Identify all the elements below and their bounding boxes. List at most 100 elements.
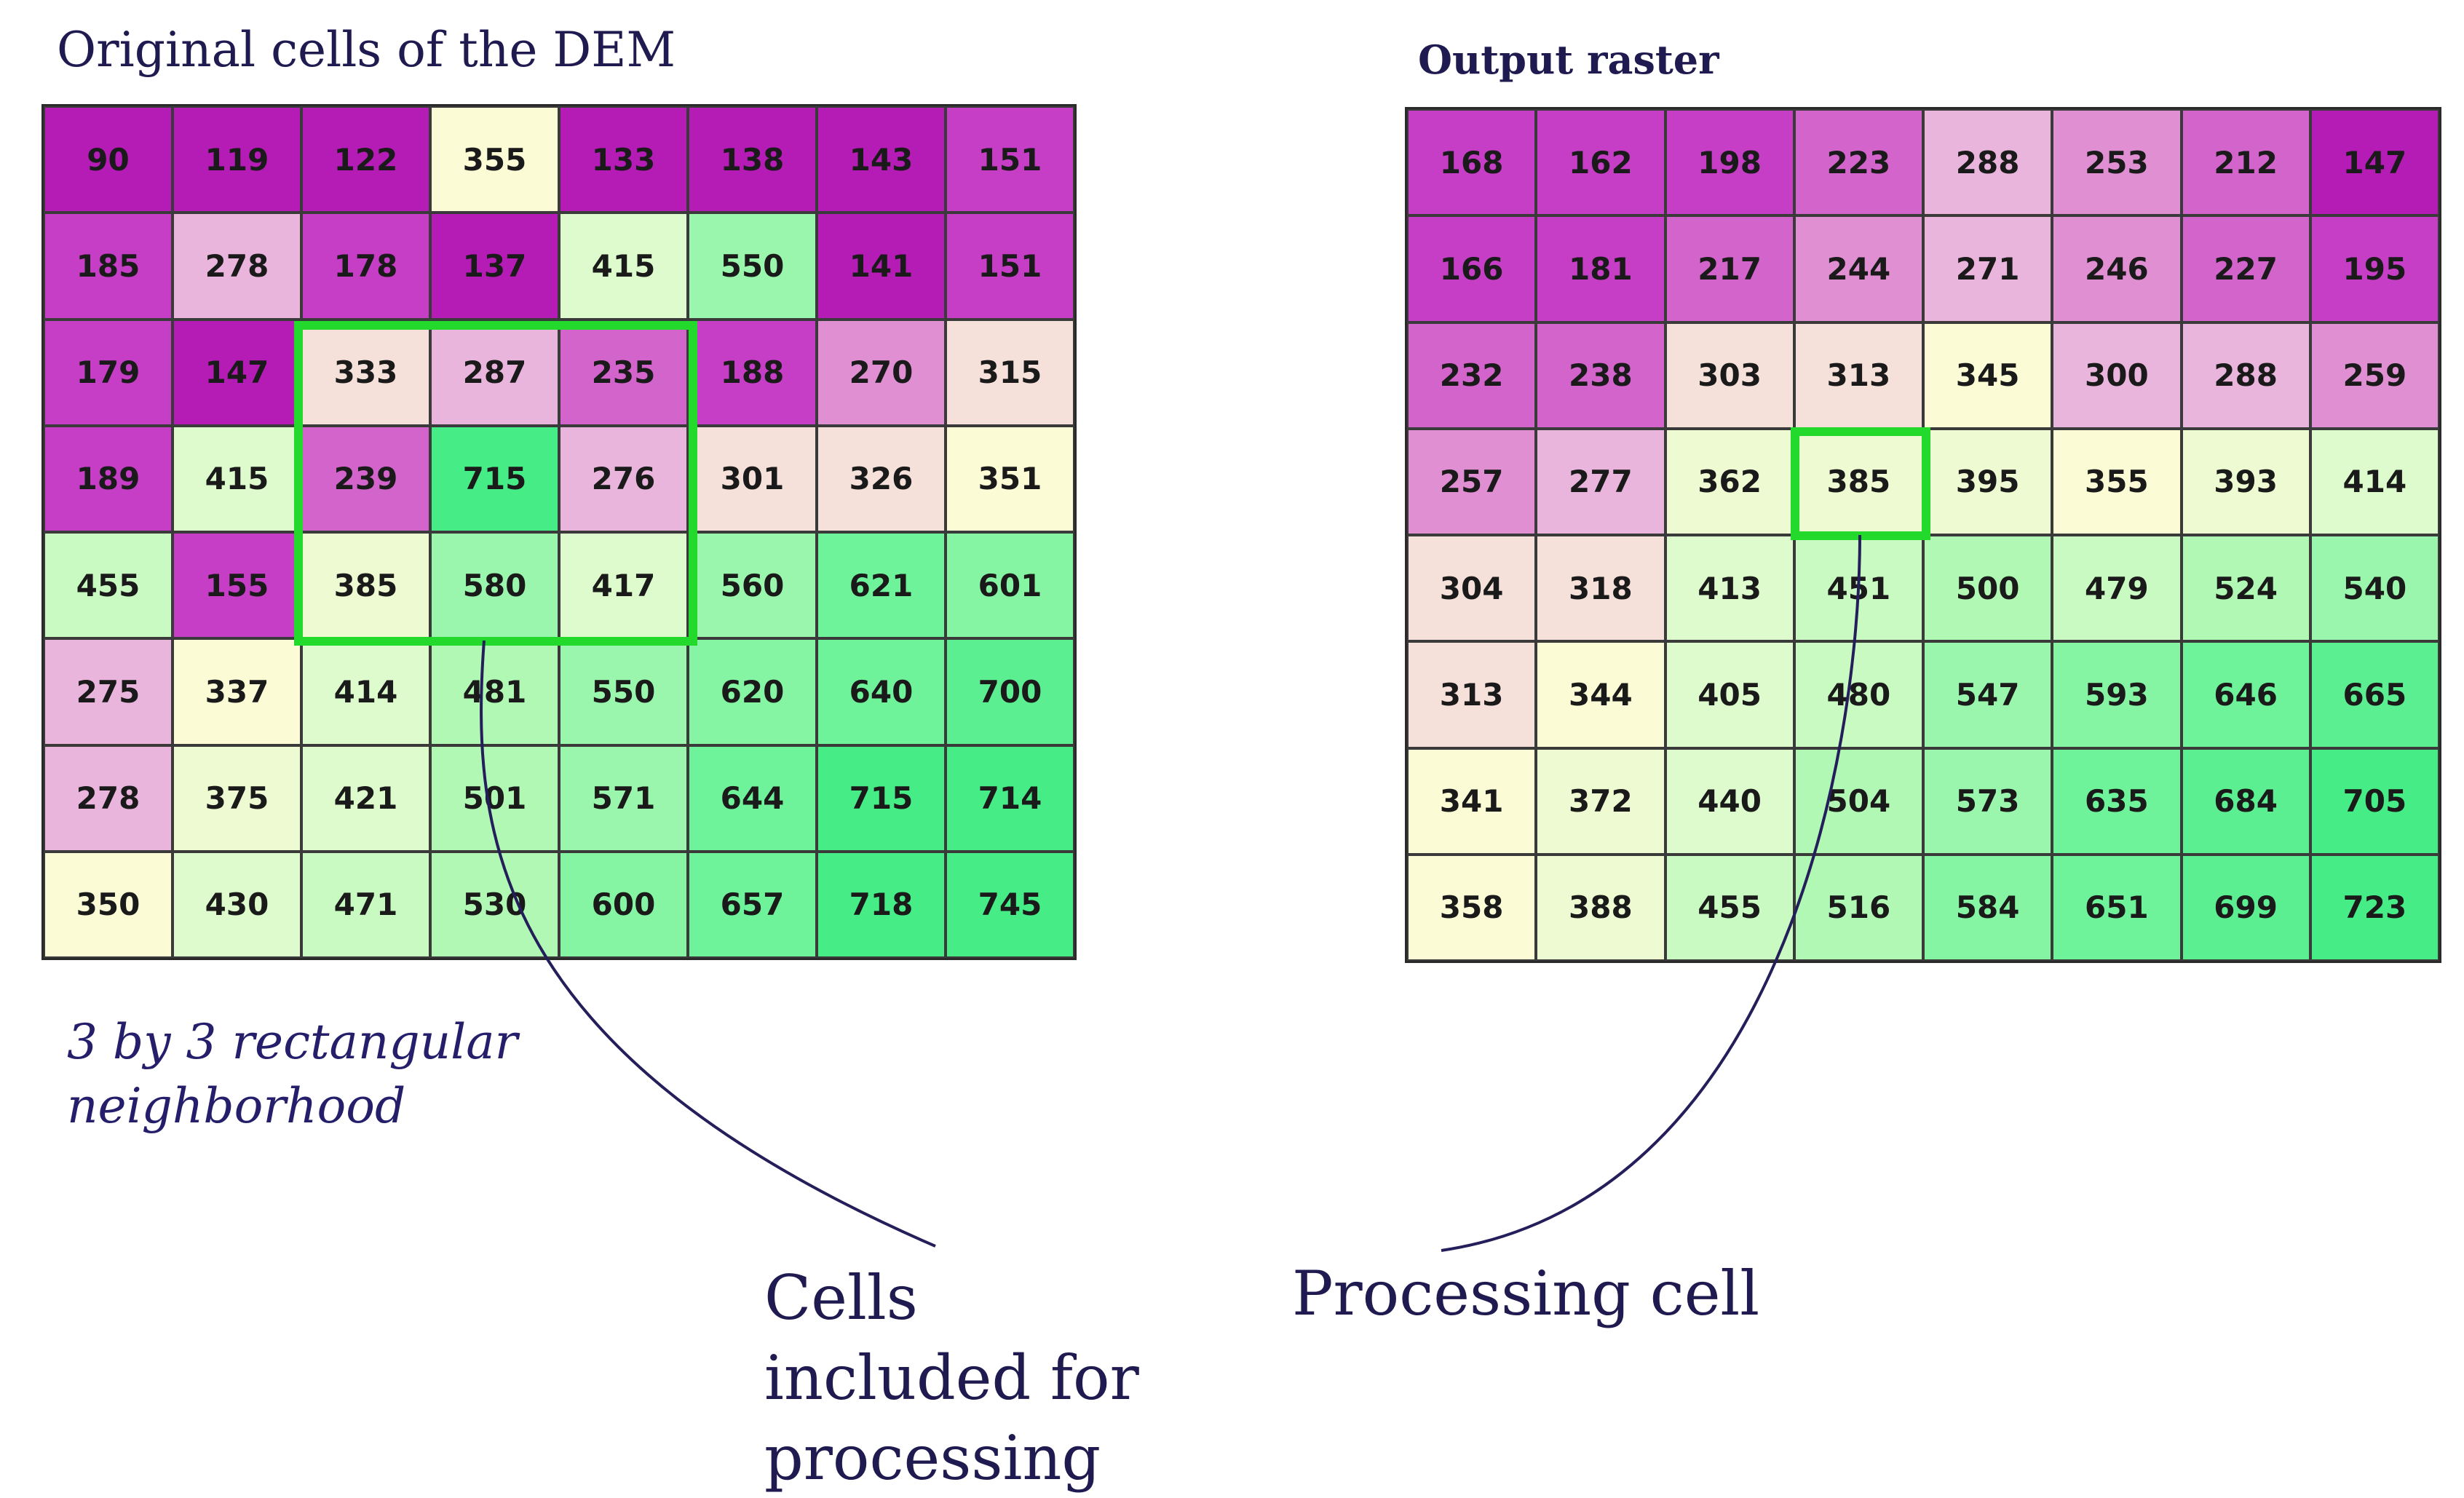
dem-cell: 143 bbox=[817, 106, 946, 213]
output-cell: 405 bbox=[1665, 641, 1794, 748]
dem-cell: 119 bbox=[173, 106, 301, 213]
output-cell: 699 bbox=[2181, 854, 2310, 961]
dem-cell: 122 bbox=[301, 106, 430, 213]
dem-row: 179 147 333 287 235 188 270 315 bbox=[44, 319, 1074, 426]
dem-cell: 278 bbox=[173, 213, 301, 320]
dem-cell: 155 bbox=[173, 532, 301, 639]
output-row: 358 388 455 516 584 651 699 723 bbox=[1407, 854, 2439, 961]
dem-cell: 530 bbox=[430, 851, 559, 958]
dem-cell: 351 bbox=[946, 425, 1074, 532]
output-cell: 385 bbox=[1794, 428, 1923, 535]
output-cell: 646 bbox=[2181, 641, 2310, 748]
output-cell: 259 bbox=[2310, 322, 2439, 429]
dem-cell: 333 bbox=[301, 319, 430, 426]
dem-cell: 718 bbox=[817, 851, 946, 958]
dem-cell: 421 bbox=[301, 745, 430, 852]
dem-cell: 715 bbox=[817, 745, 946, 852]
dem-cell: 147 bbox=[173, 319, 301, 426]
dem-cell: 385 bbox=[301, 532, 430, 639]
dem-cell: 550 bbox=[559, 638, 688, 745]
dem-cell: 287 bbox=[430, 319, 559, 426]
output-cell: 303 bbox=[1665, 322, 1794, 429]
dem-row: 278 375 421 501 571 644 715 714 bbox=[44, 745, 1074, 852]
output-cell: 524 bbox=[2181, 535, 2310, 642]
dem-cell: 481 bbox=[430, 638, 559, 745]
dem-cell: 417 bbox=[559, 532, 688, 639]
dem-row: 275 337 414 481 550 620 640 700 bbox=[44, 638, 1074, 745]
dem-cell: 621 bbox=[817, 532, 946, 639]
dem-cell: 276 bbox=[559, 425, 688, 532]
output-cell: 288 bbox=[2181, 322, 2310, 429]
dem-cell: 571 bbox=[559, 745, 688, 852]
output-row: 232 238 303 313 345 300 288 259 bbox=[1407, 322, 2439, 429]
dem-cell: 644 bbox=[688, 745, 817, 852]
output-cell: 362 bbox=[1665, 428, 1794, 535]
output-cell: 313 bbox=[1407, 641, 1537, 748]
output-cell: 227 bbox=[2181, 215, 2310, 322]
output-row: 304 318 413 451 500 479 524 540 bbox=[1407, 535, 2439, 642]
output-cell: 198 bbox=[1665, 109, 1794, 216]
dem-cell: 600 bbox=[559, 851, 688, 958]
output-cell: 147 bbox=[2310, 109, 2439, 216]
dem-cell: 133 bbox=[559, 106, 688, 213]
dem-cell: 471 bbox=[301, 851, 430, 958]
output-cell: 300 bbox=[2052, 322, 2182, 429]
dem-cell: 745 bbox=[946, 851, 1074, 958]
dem-cell: 315 bbox=[946, 319, 1074, 426]
dem-cell: 375 bbox=[173, 745, 301, 852]
output-cell: 516 bbox=[1794, 854, 1923, 961]
output-cell: 232 bbox=[1407, 322, 1537, 429]
dem-cell: 275 bbox=[44, 638, 173, 745]
dem-cell: 415 bbox=[559, 213, 688, 320]
output-cell: 593 bbox=[2052, 641, 2182, 748]
output-cell: 584 bbox=[1923, 854, 2053, 961]
output-cell: 573 bbox=[1923, 748, 2053, 855]
dem-cell: 560 bbox=[688, 532, 817, 639]
output-raster-grid: 168 162 198 223 288 253 212 147 166 181 217 244 271 2… bbox=[1405, 107, 2441, 963]
caption-processing-cell: Processing cell bbox=[1292, 1258, 1760, 1329]
output-cell: 684 bbox=[2181, 748, 2310, 855]
dem-grid: 90 119 122 355 133 138 143 151 185 278 178 137 415 55… bbox=[41, 104, 1077, 960]
dem-cell: 501 bbox=[430, 745, 559, 852]
dem-row: 185 278 178 137 415 550 141 151 bbox=[44, 213, 1074, 320]
dem-cell: 151 bbox=[946, 213, 1074, 320]
output-cell: 358 bbox=[1407, 854, 1537, 961]
output-cell: 271 bbox=[1923, 215, 2053, 322]
output-cell: 288 bbox=[1923, 109, 2053, 216]
dem-cell: 151 bbox=[946, 106, 1074, 213]
output-row: 257 277 362 385 395 355 393 414 bbox=[1407, 428, 2439, 535]
output-cell: 500 bbox=[1923, 535, 2053, 642]
dem-cell: 620 bbox=[688, 638, 817, 745]
dem-cell: 550 bbox=[688, 213, 817, 320]
caption-cells-included: Cells included for processing bbox=[764, 1262, 1139, 1494]
dem-cell: 715 bbox=[430, 425, 559, 532]
output-cell: 388 bbox=[1536, 854, 1665, 961]
output-cell: 345 bbox=[1923, 322, 2053, 429]
dem-row: 350 430 471 530 600 657 718 745 bbox=[44, 851, 1074, 958]
output-cell: 244 bbox=[1794, 215, 1923, 322]
output-cell: 168 bbox=[1407, 109, 1537, 216]
dem-cell: 601 bbox=[946, 532, 1074, 639]
output-cell: 162 bbox=[1536, 109, 1665, 216]
dem-cell: 430 bbox=[173, 851, 301, 958]
dem-row: 455 155 385 580 417 560 621 601 bbox=[44, 532, 1074, 639]
output-cell: 181 bbox=[1536, 215, 1665, 322]
dem-cell: 714 bbox=[946, 745, 1074, 852]
dem-cell: 700 bbox=[946, 638, 1074, 745]
dem-cell: 455 bbox=[44, 532, 173, 639]
dem-cell: 337 bbox=[173, 638, 301, 745]
output-row: 166 181 217 244 271 246 227 195 bbox=[1407, 215, 2439, 322]
dem-cell: 657 bbox=[688, 851, 817, 958]
dem-cell: 179 bbox=[44, 319, 173, 426]
output-cell: 277 bbox=[1536, 428, 1665, 535]
output-cell: 547 bbox=[1923, 641, 2053, 748]
output-cell: 665 bbox=[2310, 641, 2439, 748]
dem-cell: 138 bbox=[688, 106, 817, 213]
output-cell: 318 bbox=[1536, 535, 1665, 642]
output-cell: 651 bbox=[2052, 854, 2182, 961]
dem-cell: 640 bbox=[817, 638, 946, 745]
dem-cell: 90 bbox=[44, 106, 173, 213]
output-cell: 341 bbox=[1407, 748, 1537, 855]
output-cell: 480 bbox=[1794, 641, 1923, 748]
output-cell: 451 bbox=[1794, 535, 1923, 642]
